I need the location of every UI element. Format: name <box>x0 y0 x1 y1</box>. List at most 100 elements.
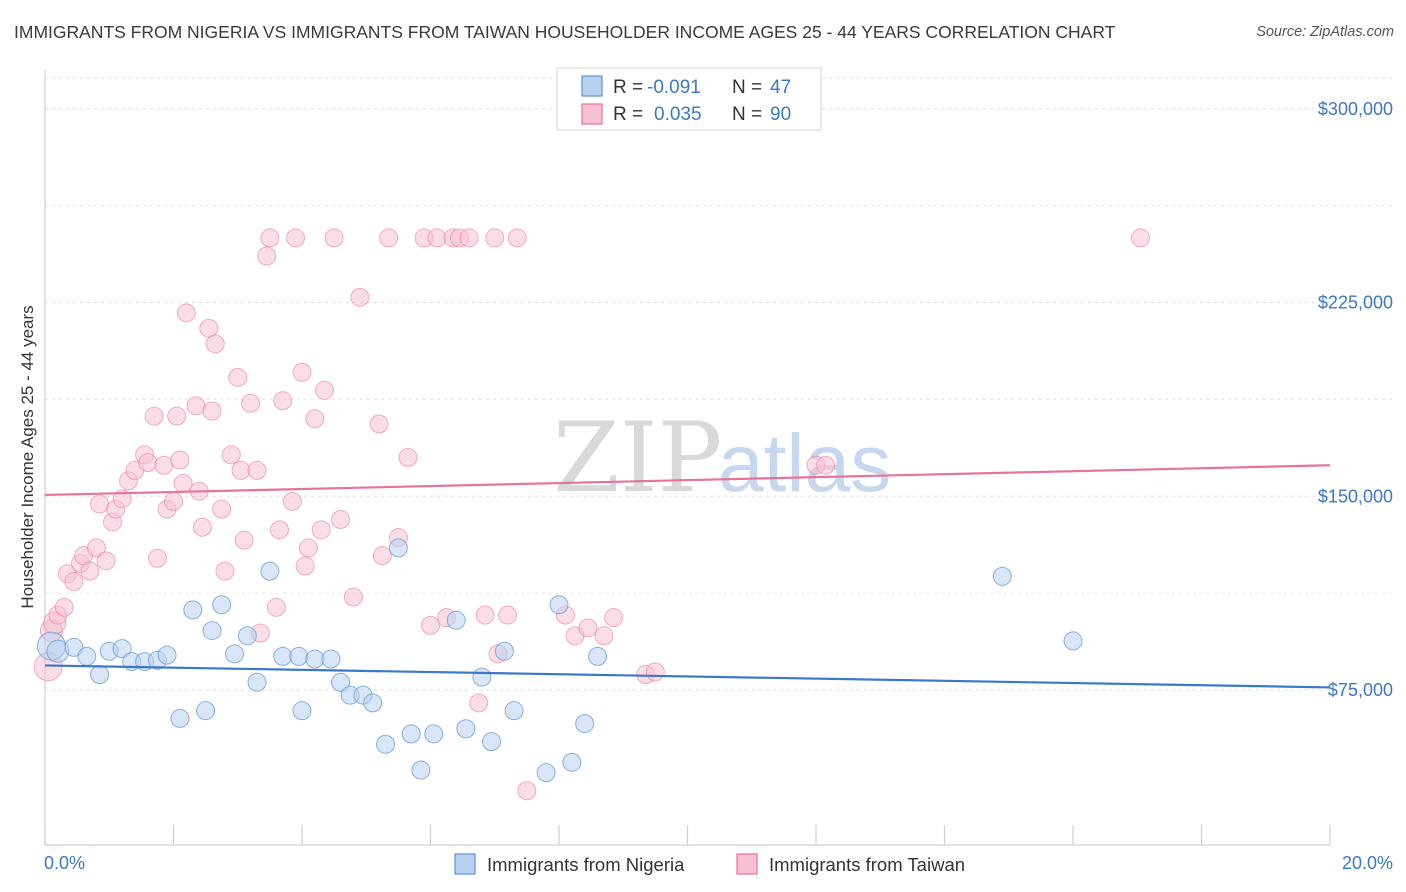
nigeria-point <box>237 626 257 646</box>
legend-r-label-taiwan: R = <box>613 104 643 125</box>
taiwan-point <box>228 367 248 387</box>
nigeria-point <box>331 672 351 692</box>
taiwan-point <box>164 491 183 511</box>
taiwan-point <box>421 615 440 635</box>
taiwan-point <box>231 460 251 480</box>
taiwan-point <box>221 445 241 465</box>
trend-line-taiwan <box>44 464 1331 497</box>
legend-series: Immigrants from Nigeria Immigrants from … <box>454 853 965 875</box>
y-tick-label: $75,000 <box>1328 680 1393 700</box>
taiwan-point <box>176 303 196 323</box>
taiwan-point <box>372 546 392 566</box>
nigeria-point <box>504 701 524 721</box>
taiwan-point <box>350 287 370 307</box>
taiwan-point <box>295 556 315 576</box>
bottom-legend-label-nigeria: Immigrants from Nigeria <box>487 854 685 875</box>
trend-line-nigeria <box>44 664 1331 689</box>
nigeria-point <box>446 610 466 630</box>
taiwan-point <box>80 561 100 581</box>
taiwan-point <box>270 520 290 540</box>
nigeria-point <box>575 714 595 734</box>
nigeria-point <box>170 708 190 728</box>
legend-swatch-nigeria <box>581 75 603 97</box>
nigeria-point <box>562 752 582 772</box>
gridlines <box>45 77 1392 691</box>
taiwan-point <box>173 473 193 493</box>
taiwan-point <box>64 572 84 591</box>
taiwan-point <box>260 228 280 248</box>
nigeria-point <box>482 732 502 752</box>
taiwan-point <box>314 380 334 400</box>
watermark: ZIP atlas <box>553 402 891 514</box>
nigeria-point <box>411 760 431 780</box>
taiwan-point <box>578 618 598 638</box>
nigeria-point <box>225 644 245 664</box>
nigeria-point <box>588 646 608 666</box>
taiwan-point <box>202 401 222 421</box>
nigeria-point <box>292 701 312 721</box>
taiwan-point <box>96 551 116 571</box>
y-tick-label: $300,000 <box>1318 99 1393 119</box>
taiwan-point <box>247 460 267 480</box>
nigeria-point <box>196 701 216 721</box>
taiwan-point <box>54 597 74 617</box>
taiwan-point <box>192 517 212 537</box>
nigeria-point <box>183 600 203 620</box>
y-axis-title: Householder Income Ages 25 - 44 years <box>18 305 37 608</box>
x-tick-label-max: 20.0% <box>1342 853 1393 873</box>
taiwan-point <box>331 510 351 529</box>
series-nigeria-points <box>36 538 1083 783</box>
taiwan-point <box>507 228 527 248</box>
nigeria-point <box>273 646 293 666</box>
nigeria-point <box>376 734 396 754</box>
taiwan-point <box>311 520 331 540</box>
taiwan-point <box>379 228 399 248</box>
nigeria-point <box>456 719 476 739</box>
nigeria-point <box>260 561 280 581</box>
taiwan-point <box>427 228 447 248</box>
taiwan-point <box>86 538 106 558</box>
legend-n-label-taiwan: N = <box>732 104 762 125</box>
series-taiwan-points <box>33 228 1150 801</box>
taiwan-point <box>266 597 286 617</box>
taiwan-point <box>282 491 302 511</box>
taiwan-point <box>369 414 389 434</box>
legend-r-value-nigeria: -0.091 <box>647 77 701 98</box>
taiwan-point <box>186 396 206 416</box>
nigeria-point <box>112 639 132 659</box>
chart-title: IMMIGRANTS FROM NIGERIA VS IMMIGRANTS FR… <box>14 22 1116 42</box>
taiwan-point <box>324 228 344 248</box>
taiwan-point <box>292 362 312 382</box>
taiwan-point <box>215 561 235 581</box>
watermark-zip: ZIP <box>553 402 722 514</box>
taiwan-point <box>498 605 518 625</box>
nigeria-point <box>289 646 309 666</box>
nigeria-point <box>305 649 325 669</box>
taiwan-point <box>594 626 614 646</box>
nigeria-point <box>992 566 1012 586</box>
taiwan-point <box>1130 228 1150 248</box>
x-tick-label-min: 0.0% <box>44 853 85 873</box>
nigeria-point <box>202 621 222 641</box>
nigeria-point <box>536 763 556 783</box>
taiwan-point <box>469 693 489 713</box>
bottom-legend-swatch-taiwan <box>736 853 758 875</box>
taiwan-point <box>205 334 225 354</box>
taiwan-point <box>241 393 261 413</box>
y-tick-label: $225,000 <box>1318 293 1393 313</box>
taiwan-point <box>298 538 318 558</box>
taiwan-point <box>170 450 190 470</box>
bottom-legend-swatch-nigeria <box>454 853 476 875</box>
nigeria-point <box>212 595 232 615</box>
legend-correlation: R = -0.091 N = 47 R = 0.035 N = 90 <box>556 67 822 131</box>
taiwan-point <box>167 406 187 426</box>
source-credit: Source: ZipAtlas.com <box>1256 24 1394 40</box>
nigeria-point <box>494 641 514 661</box>
taiwan-point <box>485 228 505 248</box>
nigeria-point <box>77 646 97 666</box>
taiwan-point <box>257 246 277 266</box>
taiwan-point <box>816 455 836 475</box>
nigeria-point <box>388 538 408 558</box>
nigeria-point <box>401 724 421 744</box>
